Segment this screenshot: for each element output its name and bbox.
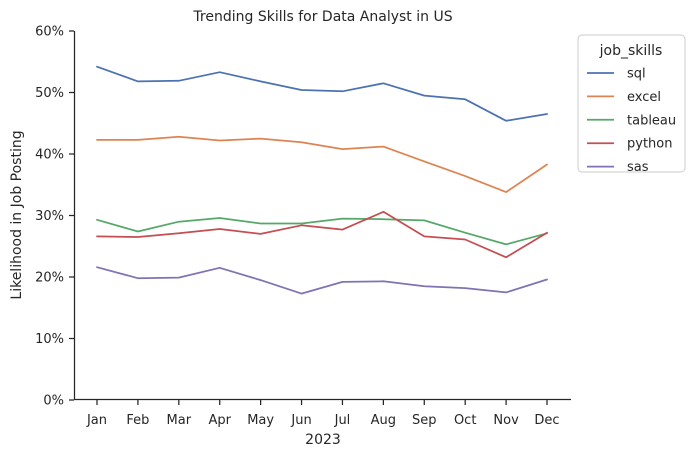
legend-label-tableau: tableau bbox=[627, 113, 676, 128]
legend: job_skills sql excel tableau python sas bbox=[577, 34, 686, 175]
legend-label-python: python bbox=[627, 137, 672, 152]
y-tick-label: 60% bbox=[35, 25, 64, 40]
x-tick-label: Nov bbox=[493, 413, 519, 428]
legend-box bbox=[577, 34, 686, 173]
x-tick-label: Feb bbox=[126, 413, 149, 428]
legend-label-sql: sql bbox=[627, 67, 646, 82]
x-tick-label: Aug bbox=[371, 413, 396, 428]
x-tick-label: Jul bbox=[334, 413, 351, 428]
series-line-excel bbox=[96, 135, 548, 193]
y-tick-label: 40% bbox=[35, 148, 64, 163]
series-line-sql bbox=[96, 65, 548, 122]
y-axis-label: Likelihood in Job Posting bbox=[9, 130, 25, 299]
y-tick-label: 10% bbox=[35, 332, 64, 347]
y-axis-ticks: 0% 10% 20% 30% 40% 50% 60% bbox=[35, 25, 74, 409]
x-tick-label: Jan bbox=[86, 413, 107, 428]
y-tick-label: 0% bbox=[43, 394, 64, 409]
legend-label-sas: sas bbox=[627, 160, 649, 175]
x-tick-label: Oct bbox=[454, 413, 476, 428]
x-tick-label: Dec bbox=[534, 413, 559, 428]
x-axis-ticks: Jan Feb Mar Apr May Jun Jul Aug Sep Oct Nov Dec bbox=[86, 400, 560, 428]
series-line-sas bbox=[96, 266, 548, 295]
x-tick-label: Mar bbox=[167, 413, 192, 428]
series-line-tableau bbox=[96, 217, 548, 246]
x-tick-label: May bbox=[247, 413, 274, 428]
x-axis-label: 2023 bbox=[305, 432, 341, 448]
y-tick-label: 30% bbox=[35, 209, 64, 224]
y-tick-label: 50% bbox=[35, 86, 64, 101]
series-line-python bbox=[96, 210, 548, 259]
x-tick-label: Apr bbox=[208, 413, 231, 428]
y-tick-label: 20% bbox=[35, 271, 64, 286]
legend-title: job_skills bbox=[599, 43, 663, 59]
series-lines bbox=[96, 65, 548, 295]
chart-title: Trending Skills for Data Analyst in US bbox=[192, 9, 452, 25]
x-tick-label: Jun bbox=[290, 413, 311, 428]
legend-label-excel: excel bbox=[627, 90, 661, 105]
x-tick-label: Sep bbox=[412, 413, 437, 428]
